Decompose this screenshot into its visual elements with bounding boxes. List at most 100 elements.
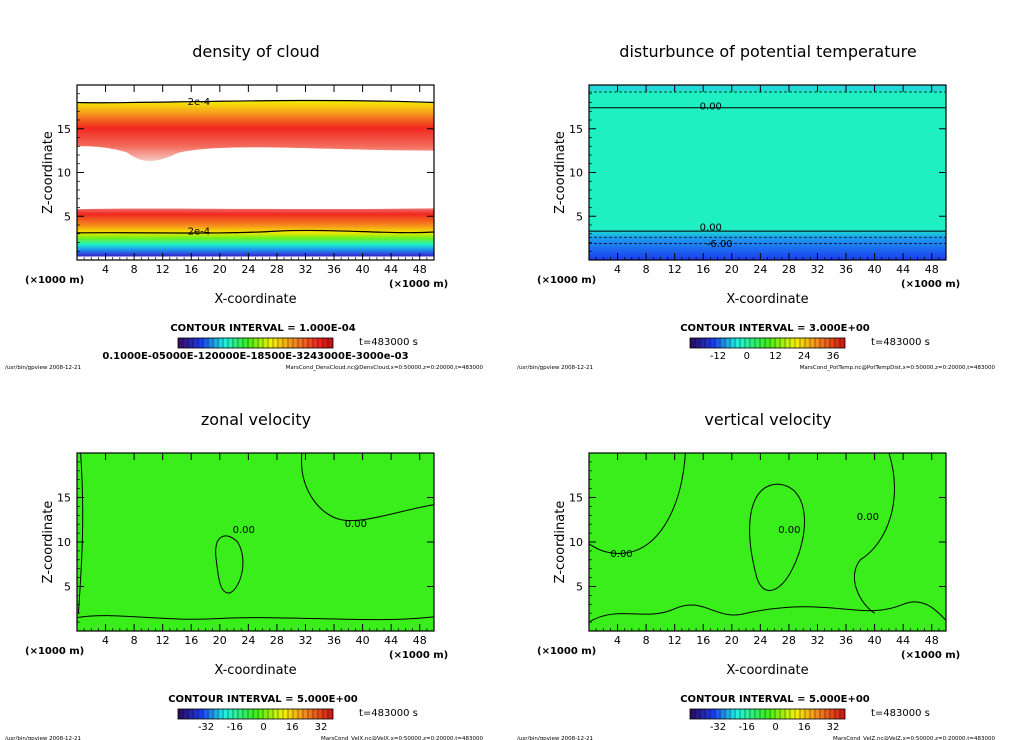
- colorbar-tick-label: -16: [227, 722, 243, 733]
- x-axis-label: X-coordinate: [726, 292, 808, 307]
- colorbar: [689, 708, 846, 720]
- y-tick-label: 5: [576, 581, 583, 594]
- y-tick-label: 15: [57, 492, 71, 505]
- x-unit-label: (×1000 m): [389, 650, 448, 661]
- contour-line: [77, 452, 84, 614]
- x-tick-label: 20: [213, 263, 227, 276]
- plot-field: 0.00 0.00 -6.00: [589, 85, 946, 260]
- footer-left: /usr/bin/gpview 2008-12-21: [5, 365, 81, 371]
- y-tick-label: 5: [64, 581, 71, 594]
- contour-interval-label: CONTOUR INTERVAL = 5.000E+00: [680, 694, 870, 705]
- x-tick-label: 4: [614, 634, 621, 647]
- y-tick-label: 5: [64, 210, 71, 223]
- x-tick-label: 48: [413, 634, 427, 647]
- x-tick-label: 20: [213, 634, 227, 647]
- x-tick-label: 4: [102, 634, 109, 647]
- x-tick-label: 48: [413, 263, 427, 276]
- colorbar: [689, 337, 846, 349]
- plot-field: 0.00 0.00 0.00: [588, 452, 947, 631]
- time-label: t=483000 s: [359, 337, 418, 348]
- field-background: [77, 453, 434, 631]
- contour-line: [76, 99, 435, 104]
- cold-surface-layer: [589, 228, 946, 260]
- plot-field: 2e-4 2e-4: [76, 85, 435, 260]
- chart-title: disturbunce of potential temperature: [619, 42, 916, 61]
- x-tick-label: 4: [614, 263, 621, 276]
- y-tick-label: 10: [569, 536, 583, 549]
- x-tick-label: 28: [270, 634, 284, 647]
- y-tick-label: 10: [569, 167, 583, 180]
- x-tick-label: 32: [298, 634, 312, 647]
- y-tick-label: 10: [57, 167, 71, 180]
- x-tick-label: 36: [327, 634, 341, 647]
- x-tick-label: 40: [868, 263, 882, 276]
- colorbar-tick-label: 0: [744, 351, 750, 362]
- contour-interval-label: CONTOUR INTERVAL = 3.000E+00: [680, 323, 870, 334]
- x-tick-label: 20: [725, 634, 739, 647]
- x-axis-label: X-coordinate: [214, 663, 296, 678]
- x-tick-label: 40: [868, 634, 882, 647]
- contour-line: [76, 615, 435, 621]
- y-tick-label: 15: [57, 123, 71, 136]
- y-axis-label: Z-coordinate: [553, 501, 568, 584]
- x-tick-label: 32: [810, 263, 824, 276]
- colorbar-tick-label: -32: [198, 722, 214, 733]
- footer-right: MarsCond_VelX.nc@VelX,x=0:50000,z=0:2000…: [321, 736, 484, 740]
- x-tick-label: 24: [241, 634, 255, 647]
- y-tick-label: 5: [576, 210, 583, 223]
- colorbar-label: 0.1000E-05000E-120000E-18500E-3243000E-3…: [102, 351, 408, 362]
- x-tick-label: 36: [839, 634, 853, 647]
- y-tick-label: 10: [57, 536, 71, 549]
- x-tick-label: 44: [384, 263, 398, 276]
- x-tick-label: 4: [102, 263, 109, 276]
- contour-label: 0.00: [857, 512, 879, 523]
- contour-interval-label: CONTOUR INTERVAL = 5.000E+00: [168, 694, 358, 705]
- x-tick-label: 8: [131, 263, 138, 276]
- x-tick-label: 32: [298, 263, 312, 276]
- contour-label: 0.00: [700, 222, 722, 233]
- x-tick-label: 28: [782, 263, 796, 276]
- footer-left: /usr/bin/gpview 2008-12-21: [517, 736, 593, 740]
- contour-line: [76, 229, 435, 234]
- x-tick-label: 36: [327, 263, 341, 276]
- footer-right: MarsCond_PotTemp.nc@PotTempDist,x=0:5000…: [800, 365, 996, 371]
- y-tick-label: 15: [569, 492, 583, 505]
- colorbar-tick-label: -12: [710, 351, 726, 362]
- colorbar-tick-label: 0: [260, 722, 266, 733]
- colorbar-tick-label: 24: [798, 351, 811, 362]
- contour-label: 0.00: [345, 519, 367, 530]
- contour-label: 2e-4: [188, 227, 211, 238]
- x-unit-label: (×1000 m): [537, 646, 596, 657]
- x-tick-label: 36: [839, 263, 853, 276]
- contour-label: 0.00: [700, 102, 722, 113]
- footer-left: /usr/bin/gpview 2008-12-21: [517, 365, 593, 371]
- x-tick-label: 40: [356, 263, 370, 276]
- x-tick-label: 16: [184, 263, 198, 276]
- y-axis-label: Z-coordinate: [41, 131, 56, 214]
- x-tick-label: 40: [356, 634, 370, 647]
- x-tick-label: 28: [782, 634, 796, 647]
- field-background: [589, 453, 946, 631]
- contour-label: 0.00: [233, 525, 255, 536]
- upper-cloud-layer: [77, 100, 434, 162]
- chart-title: vertical velocity: [704, 410, 831, 429]
- colorbar: [177, 337, 334, 349]
- x-tick-label: 12: [156, 634, 170, 647]
- contour-label: 0.00: [610, 549, 632, 560]
- x-tick-label: 8: [643, 263, 650, 276]
- contour-line: [854, 452, 895, 614]
- colorbar-tick-label: 0: [772, 722, 778, 733]
- y-axis-label: Z-coordinate: [41, 501, 56, 584]
- x-unit-label: (×1000 m): [537, 275, 596, 286]
- time-label: t=483000 s: [871, 337, 930, 348]
- x-tick-label: 48: [925, 634, 939, 647]
- x-unit-label: (×1000 m): [25, 275, 84, 286]
- footer-left: /usr/bin/gpview 2008-12-21: [5, 736, 81, 740]
- time-label: t=483000 s: [359, 708, 418, 719]
- x-tick-label: 20: [725, 263, 739, 276]
- x-tick-label: 8: [131, 634, 138, 647]
- x-tick-label: 12: [668, 634, 682, 647]
- x-tick-label: 8: [643, 634, 650, 647]
- y-tick-label: 15: [569, 123, 583, 136]
